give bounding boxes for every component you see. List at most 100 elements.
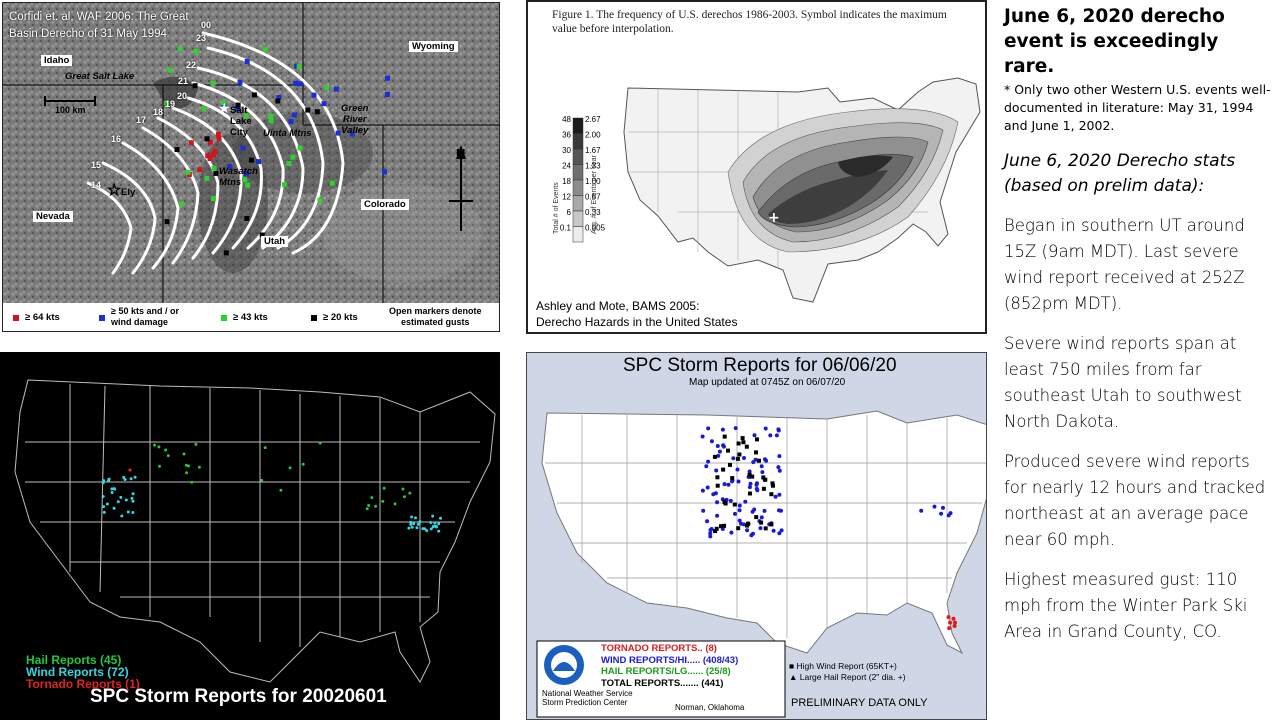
blue-marker	[256, 159, 261, 165]
green-marker	[211, 196, 216, 201]
blue-marker	[276, 95, 282, 100]
derecho-frequency-figure: Figure 1. The frequency of U.S. derechos…	[526, 0, 987, 334]
label-great-salt-lake: Great Salt Lake	[65, 71, 135, 82]
blue-marker	[349, 131, 355, 137]
high-wind-marker	[747, 472, 752, 477]
axis-avg-events: Avg. # of Events per Year	[591, 154, 598, 234]
high-wind-marker	[771, 483, 775, 488]
label-ely: Ely	[121, 187, 136, 198]
frequency-contours	[727, 108, 959, 253]
wind-report-marker	[701, 508, 706, 513]
legend-open-markers-note: Open markers denote estimated gusts	[389, 306, 482, 328]
stats-para-start: Began in southern UT around 15Z (9am MDT…	[1004, 216, 1245, 313]
red-marker	[216, 135, 222, 141]
blue-marker	[294, 63, 300, 69]
wind-report-marker	[763, 426, 768, 431]
wind-report-dot	[131, 511, 135, 514]
wind-report-dot	[112, 506, 116, 510]
hail-report-dot	[365, 507, 369, 511]
wind-report-marker	[747, 485, 752, 490]
blue-marker	[293, 80, 299, 86]
legend-events-tick: 6	[567, 208, 572, 217]
high-wind-marker	[754, 515, 759, 520]
max-value-marker: +	[768, 210, 780, 226]
stats-para-span: Severe wind reports span at least 750 mi…	[1004, 334, 1242, 431]
green-marker	[201, 106, 207, 111]
isochrone-label-20: 20	[177, 91, 188, 101]
isochrone-label-15: 15	[91, 160, 102, 170]
spc-2020-title: SPC Storm Reports for 06/06/20	[623, 355, 897, 376]
wind-report-marker	[758, 526, 763, 531]
wind-report-dot	[410, 525, 414, 529]
high-wind-marker	[722, 434, 727, 439]
nws-credit: National Weather Service Storm Predictio…	[542, 689, 633, 707]
tornado-reports-label: Tornado Reports (1)	[26, 677, 140, 691]
black-marker	[244, 216, 250, 221]
wind-report-dot	[130, 496, 134, 500]
green-marker	[177, 46, 183, 52]
hail-report-dot	[401, 487, 405, 491]
wind-report-dot	[101, 495, 105, 498]
wind-report-marker	[777, 468, 782, 473]
source-credit-line2: Derecho Hazards in the United States	[536, 315, 738, 329]
state-label-colorado: Colorado	[361, 199, 409, 210]
isochrone-label-22: 22	[186, 60, 197, 70]
total-count: TOTAL REPORTS....... (441)	[601, 677, 724, 689]
wind-report-dot	[124, 498, 128, 502]
legend-open-line1: Open markers denote	[389, 306, 482, 316]
wind-report-dot	[105, 502, 109, 506]
black-marker	[164, 219, 170, 225]
high-wind-marker	[761, 475, 766, 480]
wind-report-dot	[425, 529, 429, 533]
figure-title-line2: Basin Derecho of 31 May 1994	[9, 28, 167, 40]
state-label-nevada: Nevada	[33, 211, 73, 222]
hail-report-dot	[367, 504, 371, 507]
red-marker	[205, 153, 211, 159]
wind-report-marker	[708, 534, 713, 539]
wind-report-dot	[116, 500, 120, 504]
green-marker	[242, 177, 247, 183]
black-marker	[213, 170, 219, 176]
legend-blue-line1: ≥ 50 kts and / or	[111, 306, 179, 316]
ely-star-icon: ☆	[107, 180, 121, 199]
tornado-report-dot	[128, 468, 132, 472]
hail-report-dot	[190, 480, 194, 484]
hail-report-dot	[263, 446, 267, 450]
wind-report-marker	[709, 439, 714, 444]
legend-avg-tick: 2.67	[585, 115, 601, 124]
black-marker	[204, 136, 210, 142]
black-marker	[192, 83, 198, 89]
wind-report-marker	[779, 508, 783, 513]
high-wind-marker	[746, 521, 751, 526]
green-marker	[221, 100, 227, 106]
wind-report-marker	[752, 433, 757, 438]
hail-report-dot	[301, 462, 305, 466]
blue-marker	[335, 130, 341, 136]
black-marker	[174, 147, 180, 152]
wind-report-marker	[708, 531, 713, 536]
green-marker	[290, 154, 296, 160]
red-marker	[207, 139, 213, 145]
wind-report-dot	[102, 510, 106, 514]
spc-reports-2020-figure: SPC Storm Reports for 06/06/20 Map updat…	[526, 352, 987, 720]
green-marker	[281, 182, 287, 188]
preliminary-label: PRELIMINARY DATA ONLY	[791, 697, 928, 709]
tornado-count: TORNADO REPORTS.. (8)	[601, 643, 717, 654]
hail-report-dot	[279, 488, 283, 492]
wind-report-marker	[700, 434, 705, 439]
legend-events-tick: 48	[562, 115, 571, 124]
high-wind-marker	[723, 501, 728, 506]
green-marker	[296, 64, 302, 70]
legend-swatch	[572, 133, 584, 150]
wind-report-marker	[763, 457, 767, 462]
legend-avg-tick: 2.00	[585, 131, 601, 140]
wind-report-marker	[704, 464, 709, 469]
wind-report-dot	[102, 505, 106, 509]
blue-marker	[243, 171, 249, 177]
legend-avg-tick: 0.33	[585, 208, 601, 217]
spc-2002-title: SPC Storm Reports for 20020601	[90, 686, 387, 707]
wind-report-marker	[751, 460, 756, 465]
wind-reports-label: Wind Reports (72)	[26, 665, 129, 679]
terrain-background	[3, 3, 499, 303]
wind-report-marker	[715, 513, 720, 518]
